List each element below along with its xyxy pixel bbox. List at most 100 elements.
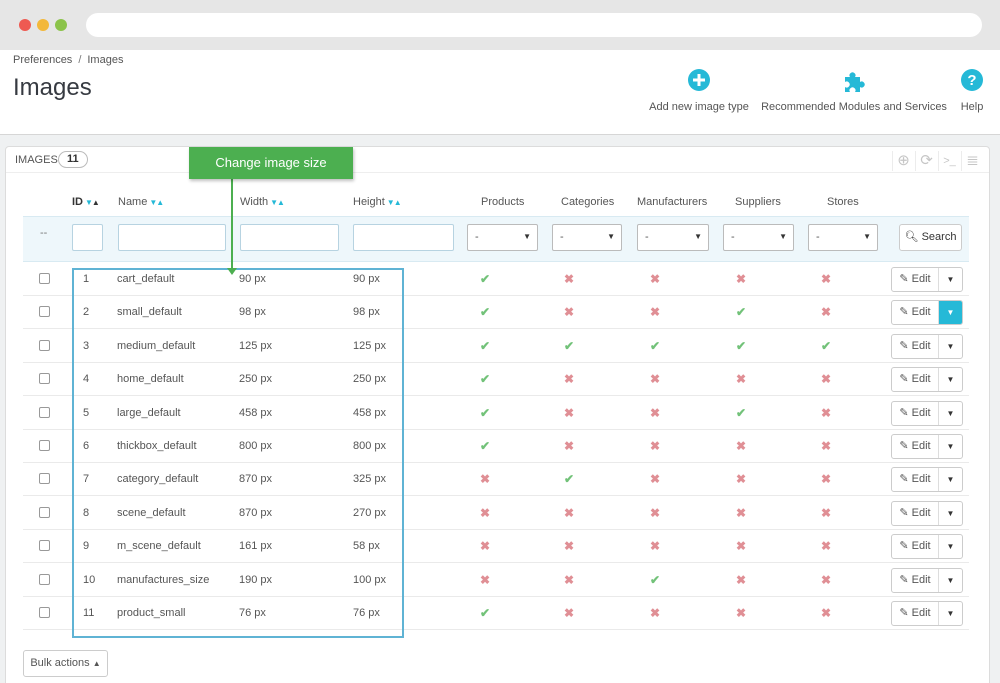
help-button[interactable]: ? Help <box>956 68 988 113</box>
manufacturers-cross-icon[interactable]: ✖ <box>650 305 661 320</box>
edit-dropdown-caret-icon[interactable]: ▼ <box>946 442 955 451</box>
categories-check-icon[interactable]: ✔ <box>564 472 575 487</box>
database-icon[interactable]: ≣ <box>961 151 983 171</box>
window-maximize-dot[interactable] <box>55 19 67 31</box>
stores-cross-icon[interactable]: ✖ <box>821 472 832 487</box>
manufacturers-cross-icon[interactable]: ✖ <box>650 606 661 620</box>
stores-cross-icon[interactable]: ✖ <box>821 572 832 587</box>
suppliers-cross-icon[interactable]: ✖ <box>736 439 747 453</box>
suppliers-cross-icon[interactable]: ✖ <box>736 372 747 387</box>
filter-products-select[interactable]: - ▼ <box>467 224 538 251</box>
products-check-icon[interactable]: ✔ <box>480 405 491 420</box>
filter-stores-select[interactable]: - ▼ <box>808 224 878 251</box>
filter-manufacturers-select[interactable]: - ▼ <box>637 224 709 251</box>
categories-cross-icon[interactable]: ✖ <box>564 372 575 387</box>
edit-dropdown-caret-icon[interactable]: ▼ <box>939 301 962 325</box>
categories-cross-icon[interactable]: ✖ <box>564 439 575 453</box>
manufacturers-check-icon[interactable]: ✔ <box>650 338 661 353</box>
manufacturers-check-icon[interactable]: ✔ <box>650 572 661 587</box>
stores-cross-icon[interactable]: ✖ <box>821 405 832 420</box>
manufacturers-cross-icon[interactable]: ✖ <box>650 272 661 286</box>
manufacturers-cross-icon[interactable]: ✖ <box>650 372 661 387</box>
filter-height-input[interactable] <box>353 224 454 251</box>
filter-id-input[interactable] <box>72 224 103 251</box>
stores-cross-icon[interactable]: ✖ <box>821 305 832 320</box>
suppliers-cross-icon[interactable]: ✖ <box>736 472 747 487</box>
row-checkbox[interactable] <box>39 540 50 552</box>
edit-dropdown-caret-icon[interactable]: ▼ <box>946 275 955 284</box>
categories-check-icon[interactable]: ✔ <box>564 338 575 353</box>
window-close-dot[interactable] <box>19 19 31 31</box>
products-cross-icon[interactable]: ✖ <box>480 472 491 487</box>
products-cross-icon[interactable]: ✖ <box>480 539 491 554</box>
row-checkbox[interactable] <box>39 406 50 418</box>
stores-check-icon[interactable]: ✔ <box>821 338 832 353</box>
filter-name-input[interactable] <box>118 224 226 251</box>
products-cross-icon[interactable]: ✖ <box>480 505 491 520</box>
stores-cross-icon[interactable]: ✖ <box>821 272 832 286</box>
edit-button[interactable]: ✎ Edit <box>892 501 939 525</box>
categories-cross-icon[interactable]: ✖ <box>564 539 575 554</box>
filter-suppliers-select[interactable]: - ▼ <box>723 224 794 251</box>
stores-cross-icon[interactable]: ✖ <box>821 439 832 453</box>
products-check-icon[interactable]: ✔ <box>480 372 491 387</box>
edit-button[interactable]: ✎ Edit <box>892 535 939 559</box>
products-check-icon[interactable]: ✔ <box>480 606 491 620</box>
edit-dropdown-caret-icon[interactable]: ▼ <box>946 475 955 485</box>
row-checkbox[interactable] <box>39 440 50 451</box>
edit-dropdown-caret-icon[interactable]: ▼ <box>946 375 955 385</box>
products-check-icon[interactable]: ✔ <box>480 338 491 353</box>
add-circle-icon[interactable]: ⊕ <box>892 151 914 171</box>
edit-dropdown-caret-icon[interactable]: ▼ <box>946 408 955 418</box>
edit-button[interactable]: ✎ Edit <box>892 435 939 458</box>
row-checkbox[interactable] <box>39 573 50 585</box>
sort-arrows-icon[interactable]: ▼▲ <box>85 198 100 207</box>
row-checkbox[interactable] <box>39 339 50 351</box>
edit-button[interactable]: ✎ Edit <box>892 334 939 358</box>
manufacturers-cross-icon[interactable]: ✖ <box>650 539 661 554</box>
sql-query-icon[interactable]: >_ <box>938 151 960 171</box>
suppliers-check-icon[interactable]: ✔ <box>736 338 747 353</box>
edit-button[interactable]: ✎ Edit <box>892 301 939 325</box>
search-button[interactable]: 🔍︎ Search <box>899 224 962 251</box>
stores-cross-icon[interactable]: ✖ <box>821 505 832 520</box>
refresh-icon[interactable]: ⟳ <box>915 151 937 171</box>
filter-width-input[interactable] <box>240 224 339 251</box>
breadcrumb-item-preferences[interactable]: Preferences <box>13 54 73 66</box>
add-new-image-type-button[interactable]: Add new image type <box>648 68 750 113</box>
categories-cross-icon[interactable]: ✖ <box>564 405 575 420</box>
manufacturers-cross-icon[interactable]: ✖ <box>650 505 661 520</box>
sort-arrows-icon[interactable]: ▼▲ <box>149 198 164 207</box>
edit-button[interactable]: ✎ Edit <box>892 368 939 392</box>
row-checkbox[interactable] <box>39 473 50 485</box>
edit-button[interactable]: ✎ Edit <box>892 602 939 625</box>
suppliers-cross-icon[interactable]: ✖ <box>736 539 747 554</box>
col-header-name[interactable]: Name ▼▲ <box>118 196 164 208</box>
edit-button[interactable]: ✎ Edit <box>892 568 939 592</box>
products-check-icon[interactable]: ✔ <box>480 305 491 320</box>
sort-arrows-icon[interactable]: ▼▲ <box>386 198 402 207</box>
categories-cross-icon[interactable]: ✖ <box>564 572 575 587</box>
categories-cross-icon[interactable]: ✖ <box>564 505 575 520</box>
col-header-height[interactable]: Height ▼▲ <box>353 196 402 208</box>
recommended-modules-button[interactable]: Recommended Modules and Services <box>760 68 948 113</box>
stores-cross-icon[interactable]: ✖ <box>821 539 832 554</box>
products-check-icon[interactable]: ✔ <box>480 439 491 453</box>
edit-button[interactable]: ✎ Edit <box>892 268 939 291</box>
suppliers-cross-icon[interactable]: ✖ <box>736 572 747 587</box>
window-minimize-dot[interactable] <box>37 19 49 31</box>
manufacturers-cross-icon[interactable]: ✖ <box>650 405 661 420</box>
edit-dropdown-caret-icon[interactable]: ▼ <box>946 508 955 518</box>
edit-dropdown-caret-icon[interactable]: ▼ <box>946 542 955 552</box>
sort-arrows-icon[interactable]: ▼▲ <box>270 198 285 207</box>
edit-dropdown-caret-icon[interactable]: ▼ <box>946 575 955 585</box>
suppliers-cross-icon[interactable]: ✖ <box>736 606 747 620</box>
row-checkbox[interactable] <box>39 607 50 618</box>
manufacturers-cross-icon[interactable]: ✖ <box>650 472 661 487</box>
address-bar[interactable] <box>86 13 982 37</box>
col-header-id[interactable]: ID ▼▲ <box>72 196 100 208</box>
bulk-actions-button[interactable]: Bulk actions ▲ <box>23 650 108 677</box>
categories-cross-icon[interactable]: ✖ <box>564 606 575 620</box>
edit-dropdown-caret-icon[interactable]: ▼ <box>946 341 955 351</box>
products-cross-icon[interactable]: ✖ <box>480 572 491 587</box>
